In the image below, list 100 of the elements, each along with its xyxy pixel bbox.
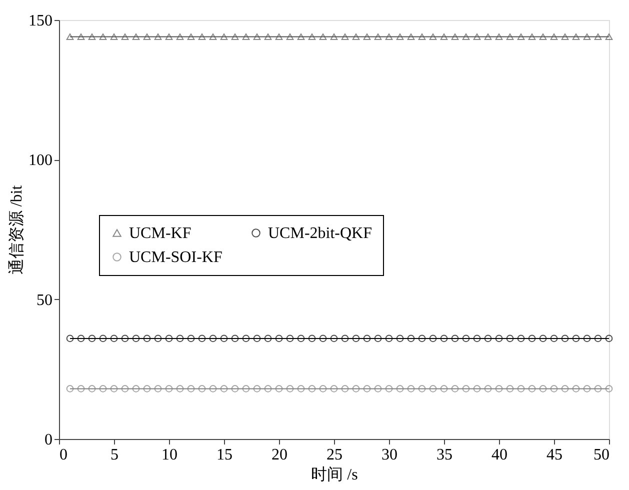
point — [583, 34, 591, 40]
point — [110, 334, 118, 342]
point — [253, 385, 261, 392]
point — [440, 334, 448, 342]
point — [77, 385, 85, 392]
point — [363, 334, 371, 342]
x-tick-label: 5 — [110, 446, 118, 464]
point — [253, 34, 261, 40]
point — [143, 385, 151, 392]
point — [132, 385, 140, 392]
point — [308, 334, 316, 342]
point — [88, 385, 96, 392]
x-tick-label: 30 — [382, 446, 398, 464]
point — [176, 385, 184, 392]
x-tick-label: 35 — [436, 446, 452, 464]
point — [297, 34, 305, 40]
point — [220, 34, 228, 40]
point — [132, 334, 140, 342]
point — [605, 334, 613, 342]
x-tick-label: 0 — [60, 446, 68, 464]
point — [275, 385, 283, 392]
point — [484, 385, 492, 392]
point — [66, 34, 74, 40]
point — [495, 385, 503, 392]
point — [550, 34, 558, 40]
point — [561, 334, 569, 342]
point — [121, 385, 129, 392]
point — [308, 34, 316, 40]
point — [242, 385, 250, 392]
point — [506, 34, 514, 40]
point — [385, 334, 393, 342]
point — [99, 334, 107, 342]
point — [209, 385, 217, 392]
point — [198, 385, 206, 392]
point — [528, 334, 536, 342]
point — [583, 334, 591, 342]
point — [374, 334, 382, 342]
point — [440, 34, 448, 40]
point — [517, 385, 525, 392]
point — [550, 385, 558, 392]
y-tick-label: 100 — [28, 152, 52, 170]
point — [363, 34, 371, 40]
point — [110, 385, 118, 392]
point — [528, 34, 536, 40]
x-tick-label: 45 — [546, 446, 562, 464]
point — [418, 334, 426, 342]
point — [88, 334, 96, 342]
point — [605, 34, 613, 40]
point — [429, 334, 437, 342]
point — [462, 334, 470, 342]
y-tick-label: 50 — [36, 292, 52, 309]
point — [396, 385, 404, 392]
point — [330, 34, 338, 40]
point — [286, 334, 294, 342]
point — [363, 385, 371, 392]
point — [396, 34, 404, 40]
point — [561, 34, 569, 40]
point — [308, 385, 316, 392]
point — [561, 385, 569, 392]
point — [495, 334, 503, 342]
point — [550, 334, 558, 342]
point — [517, 334, 525, 342]
point — [352, 34, 360, 40]
point — [462, 385, 470, 392]
point — [231, 385, 239, 392]
x-tick-label: 50 — [594, 446, 610, 464]
point — [187, 385, 195, 392]
point — [407, 334, 415, 342]
point — [517, 34, 525, 40]
point — [407, 34, 415, 40]
point — [440, 385, 448, 392]
point — [154, 34, 162, 40]
point — [297, 334, 305, 342]
point — [572, 34, 580, 40]
point — [330, 334, 338, 342]
point — [275, 334, 283, 342]
y-axis-title: 通信资源 /bit — [8, 184, 26, 275]
point — [473, 34, 481, 40]
point — [99, 34, 107, 40]
x-tick-label: 40 — [492, 446, 508, 464]
x-tick-label: 10 — [162, 446, 178, 464]
point — [88, 34, 96, 40]
point — [407, 385, 415, 392]
point — [110, 34, 118, 40]
point — [231, 334, 239, 342]
point — [121, 34, 129, 40]
point — [275, 34, 283, 40]
point — [605, 385, 613, 392]
point — [286, 34, 294, 40]
point — [473, 334, 481, 342]
point — [539, 334, 547, 342]
legend-label: UCM-SOI-KF — [129, 249, 222, 266]
point — [198, 334, 206, 342]
point — [264, 34, 272, 40]
point — [583, 385, 591, 392]
point — [66, 334, 74, 342]
point — [165, 385, 173, 392]
point — [594, 334, 602, 342]
point — [253, 334, 261, 342]
point — [341, 334, 349, 342]
